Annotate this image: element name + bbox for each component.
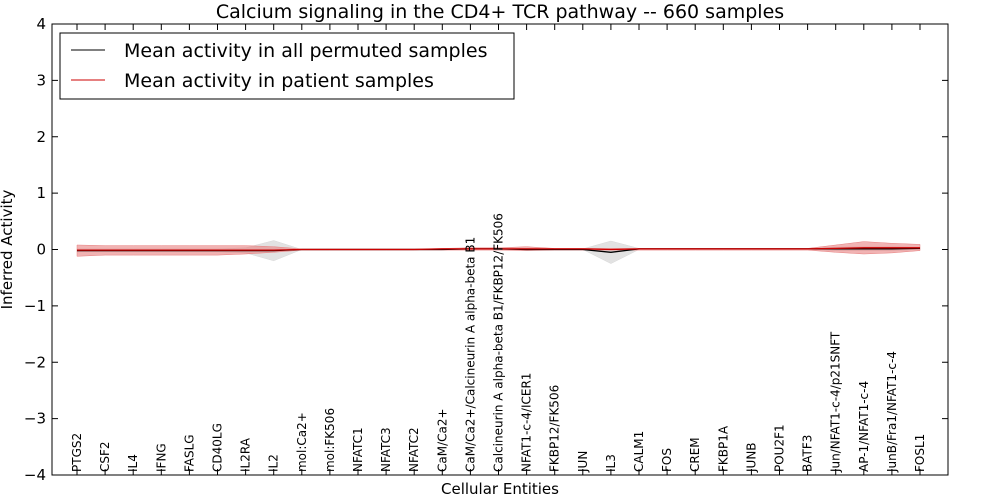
y-axis: −4 −3 −2 −1 0 1 2 3 4	[24, 15, 948, 484]
activity-lines	[77, 247, 921, 253]
x-category-label: FASLG	[182, 434, 196, 472]
x-category-label: FOSL1	[913, 434, 927, 472]
x-category-label: NFATC3	[379, 427, 393, 472]
x-category-label: FKBP12/FK506	[548, 385, 562, 472]
chart-title: Calcium signaling in the CD4+ TCR pathwa…	[216, 1, 784, 23]
x-category-label: BATF3	[801, 435, 815, 472]
x-category-label: IFNG	[154, 443, 168, 472]
x-category-label: mol:Ca2+	[295, 412, 309, 472]
x-category-label: CALM1	[632, 431, 646, 472]
x-category-label: IL3	[604, 454, 618, 472]
x-category-label: Jun/NFAT1-c-4/p21SNFT	[829, 331, 843, 473]
y-tick-label: 4	[36, 15, 46, 33]
x-category-label: IL2RA	[239, 437, 253, 472]
y-tick-label: 1	[36, 184, 46, 202]
x-category-label: AP-1/NFAT1-c-4	[857, 381, 871, 472]
x-category-label: Calcineurin A alpha-beta B1/FKBP12/FK506	[492, 213, 506, 472]
x-category-label: NFATC2	[407, 427, 421, 472]
x-category-label: FKBP1A	[716, 425, 730, 472]
y-tick-label: 3	[36, 71, 46, 89]
y-tick-label: −3	[24, 410, 46, 428]
x-category-label: POU2F1	[773, 424, 787, 472]
x-category-label: IL2	[267, 454, 281, 472]
x-axis: PTGS2 CSF2 IL4 IFNG FASLG CD40LG IL2RA IL2 mol:C…	[70, 24, 927, 475]
legend-box	[59, 32, 515, 100]
x-category-label: CSF2	[98, 441, 112, 472]
y-tick-label: 0	[36, 241, 46, 259]
x-category-label: NFATC1	[351, 427, 365, 472]
x-category-label: CaM/Ca2+/Calcineurin A alpha-beta B1	[463, 237, 477, 472]
x-category-label: JunB/Fra1/NFAT1-c-4	[885, 351, 899, 473]
x-category-label: mol:FK506	[323, 408, 337, 472]
x-category-label: NFAT1-c-4/ICER1	[520, 373, 534, 472]
line-patient	[77, 247, 920, 251]
y-tick-label: 2	[36, 128, 46, 146]
x-category-label: JUN	[576, 451, 590, 473]
x-axis-label: Cellular Entities	[441, 480, 559, 498]
x-category-label: CREM	[688, 437, 702, 472]
legend: Mean activity in all permuted samples Me…	[59, 32, 515, 100]
y-tick-label: −1	[24, 297, 46, 315]
legend-label-permuted: Mean activity in all permuted samples	[124, 40, 487, 62]
x-category-label: CD40LG	[211, 423, 225, 472]
x-category-label: JUNB	[744, 442, 758, 473]
x-category-label: CaM/Ca2+	[435, 408, 449, 472]
x-category-label: PTGS2	[70, 433, 84, 472]
x-category-label: IL4	[126, 454, 140, 472]
y-tick-label: −4	[24, 466, 46, 484]
y-tick-label: −2	[24, 353, 46, 371]
x-category-label: FOS	[660, 448, 674, 472]
legend-label-patient: Mean activity in patient samples	[124, 70, 434, 92]
y-axis-label: Inferred Activity	[0, 189, 16, 309]
